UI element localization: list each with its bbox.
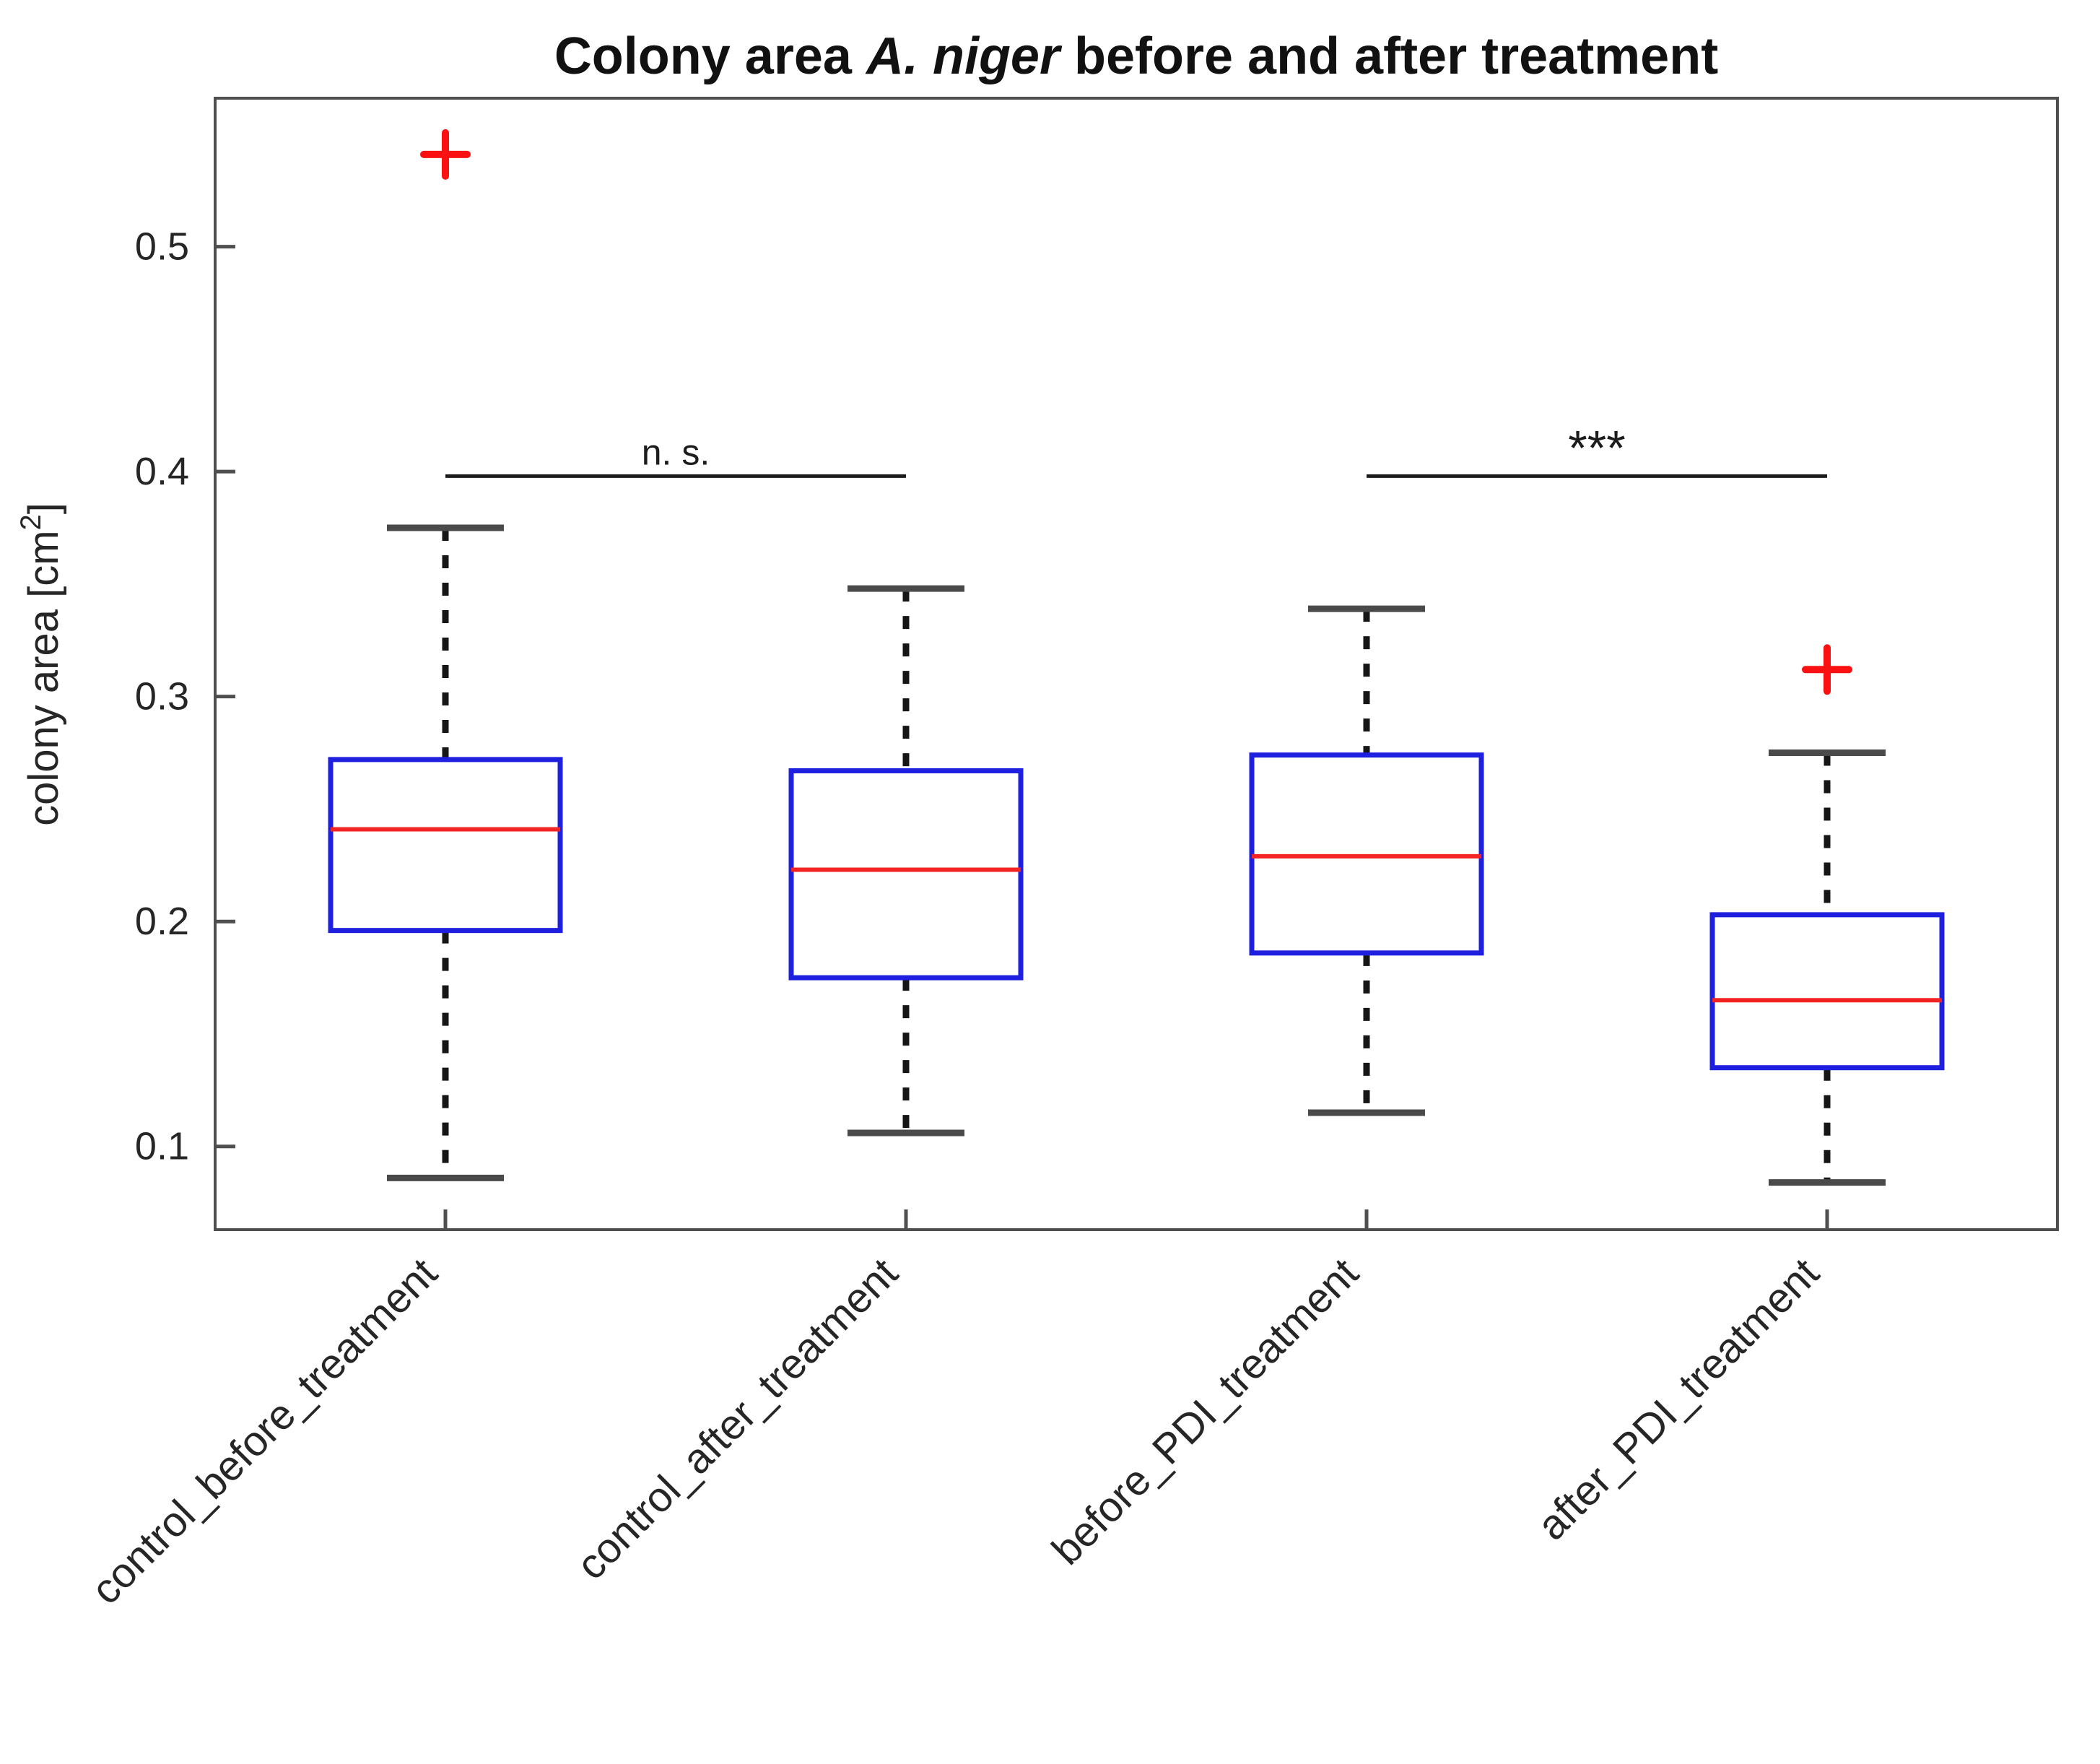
- y-tick-label: 0.1: [135, 1125, 189, 1168]
- x-tick-label: before_PDI_treatment: [1043, 1249, 1367, 1573]
- chart-title-pre: Colony area: [554, 27, 866, 85]
- iqr-box: [1709, 912, 1945, 1071]
- y-axis-label-close: ]: [20, 503, 67, 514]
- x-tick-label: control_after_treatment: [567, 1249, 907, 1589]
- significance-label: n. s.: [642, 432, 710, 472]
- y-axis-label-main: colony area [cm: [20, 530, 67, 825]
- box-group: [328, 129, 563, 1181]
- y-tick-label: 0.3: [135, 675, 189, 718]
- y-tick-label: 0.5: [135, 225, 189, 269]
- chart-title: Colony area A. niger before and after tr…: [554, 27, 1718, 85]
- y-tick-label: 0.4: [135, 450, 189, 493]
- plot-area: 0.1 0.2 0.3 0.4 0.5 control_before_treatment c…: [82, 97, 2059, 1613]
- x-tick-label: control_before_treatment: [82, 1249, 446, 1613]
- box-group: [1709, 644, 1945, 1186]
- iqr-box: [328, 757, 563, 934]
- y-axis-label-superscript: 2: [15, 514, 47, 530]
- chart-title-post: before and after treatment: [1060, 27, 1718, 85]
- chart-title-species: A. niger: [865, 27, 1063, 85]
- y-axis-label: colony area [cm2]: [15, 503, 67, 826]
- y-tick-label: 0.2: [135, 900, 189, 943]
- significance-label: ***: [1568, 420, 1625, 475]
- x-tick-label: after_PDI_treatment: [1528, 1249, 1828, 1549]
- iqr-box: [1249, 752, 1484, 956]
- axes-frame: [214, 97, 2059, 1231]
- box-group: [1249, 605, 1484, 1116]
- iqr-box: [788, 768, 1024, 981]
- box-group: [788, 585, 1024, 1137]
